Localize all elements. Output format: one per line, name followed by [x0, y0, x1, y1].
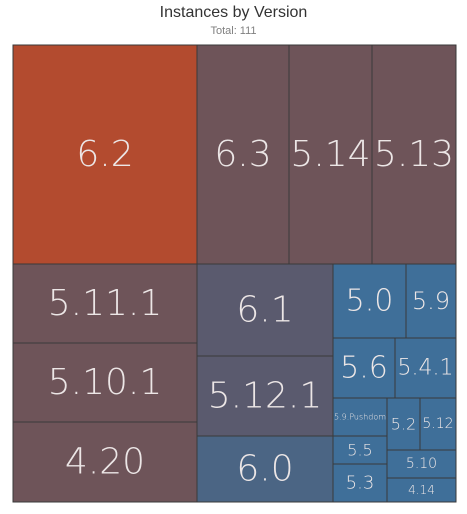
treemap-cell-rect[interactable] — [12, 342, 198, 423]
treemap-cell-rect[interactable] — [371, 44, 457, 265]
treemap-cell[interactable]: 5.6 — [332, 337, 396, 399]
treemap-cell[interactable]: 4.14 — [386, 477, 457, 503]
treemap-cell[interactable]: 4.20 — [12, 421, 198, 503]
treemap-cell[interactable]: 6.3 — [196, 44, 290, 265]
treemap-cell[interactable]: 5.10.1 — [12, 342, 198, 423]
treemap-cell-label: 4.20 — [65, 442, 145, 483]
treemap-cell-label: 5.13 — [374, 134, 454, 175]
treemap-cell[interactable]: 5.12 — [419, 397, 457, 451]
treemap-cell[interactable]: 5.13 — [371, 44, 457, 265]
treemap-cell-label: 6.3 — [214, 134, 271, 175]
treemap-cell-label: 5.10 — [406, 456, 437, 472]
treemap-cell-label: 5.12.1 — [208, 376, 323, 417]
treemap-cell-rect[interactable] — [394, 337, 457, 399]
treemap-cell-rect[interactable] — [332, 337, 396, 399]
treemap-cell[interactable]: 5.5 — [332, 435, 388, 465]
treemap-cell-rect[interactable] — [386, 449, 457, 479]
treemap-cell-label: 4.14 — [408, 483, 435, 497]
treemap-cell-label: 5.9.Pushdom — [334, 413, 386, 422]
treemap-cell-rect[interactable] — [405, 263, 457, 339]
treemap-cell[interactable]: 6.2 — [12, 44, 198, 265]
treemap-cell-rect[interactable] — [196, 435, 334, 503]
treemap-cell-rect[interactable] — [332, 263, 407, 339]
treemap-cell[interactable]: 6.0 — [196, 435, 334, 503]
treemap-cell-rect[interactable] — [12, 421, 198, 503]
treemap-cell-label: 5.10.1 — [48, 362, 163, 403]
chart-subtitle: Total: 111 — [210, 25, 257, 37]
treemap-cell-rect[interactable] — [12, 263, 198, 344]
treemap-cell[interactable]: 5.11.1 — [12, 263, 198, 344]
treemap-cell-label: 5.2 — [391, 415, 416, 434]
treemap-cell[interactable]: 5.9.Pushdom — [332, 397, 388, 437]
treemap-cell-label: 6.2 — [76, 134, 133, 175]
treemap-cell-rect[interactable] — [386, 477, 457, 503]
treemap-cell-label: 5.14 — [290, 134, 370, 175]
treemap-cell-label: 5.0 — [346, 284, 394, 319]
treemap-cell-label: 5.12 — [422, 416, 453, 432]
treemap-cell-rect[interactable] — [196, 355, 334, 437]
treemap-cell-label: 5.5 — [347, 441, 372, 460]
treemap-cell[interactable]: 5.10 — [386, 449, 457, 479]
chart-title: Instances by Version — [159, 4, 308, 21]
treemap-cell-label: 5.4.1 — [398, 356, 454, 381]
treemap-cell[interactable]: 5.3 — [332, 463, 388, 503]
treemap-cell[interactable]: 5.4.1 — [394, 337, 457, 399]
treemap-cell-rect[interactable] — [332, 463, 388, 503]
treemap-cell-rect[interactable] — [12, 44, 198, 265]
treemap-cell-rect[interactable] — [288, 44, 373, 265]
treemap-cell[interactable]: 5.14 — [288, 44, 373, 265]
treemap-cell-label: 5.6 — [340, 351, 388, 386]
treemap-cell-label: 5.11.1 — [48, 283, 163, 324]
treemap-cell-rect[interactable] — [332, 435, 388, 465]
treemap-cell[interactable]: 6.1 — [196, 263, 334, 357]
treemap-cell[interactable]: 5.9 — [405, 263, 457, 339]
treemap-cell-label: 6.0 — [236, 449, 293, 490]
treemap-cell-label: 6.1 — [236, 290, 293, 331]
treemap-cell-label: 5.9 — [412, 287, 450, 315]
treemap-cell[interactable]: 5.2 — [386, 397, 421, 451]
treemap-cell[interactable]: 5.12.1 — [196, 355, 334, 437]
treemap-cell[interactable]: 5.0 — [332, 263, 407, 339]
treemap-cell-label: 5.3 — [346, 473, 375, 494]
